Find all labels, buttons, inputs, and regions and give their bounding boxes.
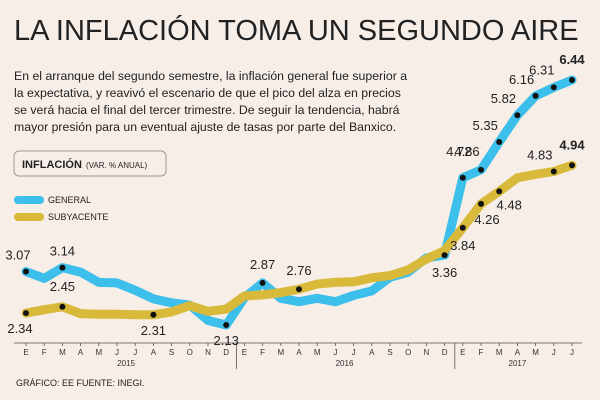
x-tick-label: J — [570, 348, 574, 357]
x-tick-label: S — [169, 348, 174, 357]
data-point — [23, 268, 29, 275]
legend-subtitle: (VAR. % ANUAL) — [86, 161, 148, 170]
x-tick-label: E — [23, 348, 28, 357]
data-label: 4.72 — [446, 144, 471, 159]
data-point — [223, 322, 230, 328]
data-label: 2.13 — [214, 333, 239, 348]
data-point — [550, 84, 557, 91]
x-tick-label: J — [333, 348, 337, 357]
legend-title: INFLACIÓN — [22, 158, 82, 171]
body-text: mayor presión para un eventual ajuste de… — [14, 120, 396, 134]
legend-label: GENERAL — [48, 195, 91, 205]
x-tick-label: J — [552, 348, 556, 357]
x-tick-label: F — [42, 348, 47, 357]
data-point — [59, 264, 66, 271]
x-tick-label: M — [314, 348, 321, 357]
data-point — [59, 303, 66, 310]
data-label: 4.83 — [527, 148, 552, 163]
x-tick-label: A — [369, 348, 375, 357]
body-text: se verá hacia el final del tercer trimes… — [14, 103, 400, 117]
x-tick-label: S — [387, 348, 392, 357]
source: GRÁFICO: EE FUENTE: INEGI. — [16, 378, 145, 388]
body-text: En el arranque del segundo semestre, la … — [14, 69, 407, 83]
body-text: la expectativa, y reavivó el escenario d… — [14, 86, 401, 100]
data-label: 3.07 — [5, 248, 30, 263]
x-tick-label: F — [479, 348, 484, 357]
x-tick-label: J — [352, 348, 356, 357]
data-label: 4.26 — [474, 212, 499, 227]
x-tick-label: D — [442, 348, 448, 357]
x-tick-label: A — [515, 348, 521, 357]
data-point — [478, 166, 484, 173]
data-label: 3.14 — [50, 244, 75, 259]
data-label: 6.31 — [529, 62, 554, 77]
data-point — [259, 279, 266, 286]
x-tick-label: D — [223, 348, 229, 357]
x-tick-label: J — [133, 348, 137, 357]
data-point — [569, 162, 575, 169]
data-point — [496, 188, 503, 195]
x-tick-label: M — [496, 348, 503, 357]
x-tick-label: E — [460, 348, 465, 357]
x-tick-label: N — [205, 348, 211, 357]
data-label: 2.76 — [286, 263, 311, 278]
data-label: 5.82 — [491, 91, 516, 106]
data-point — [550, 168, 557, 175]
legend-label: SUBYACENTE — [48, 212, 108, 222]
data-label: 5.35 — [473, 118, 498, 133]
data-point — [459, 224, 466, 231]
data-label: 3.36 — [432, 265, 457, 280]
chart-title: LA INFLACIÓN TOMA UN SEGUNDO AIRE — [14, 14, 579, 47]
x-tick-label: A — [151, 348, 157, 357]
data-label: 3.84 — [450, 238, 475, 253]
data-label: 2.87 — [250, 257, 275, 272]
x-tick-label: M — [532, 348, 539, 357]
x-tick-label: A — [296, 348, 302, 357]
x-tick-label: O — [405, 348, 411, 357]
data-point — [532, 92, 539, 99]
legend-box — [13, 150, 167, 177]
data-point — [441, 252, 448, 259]
year-label: 2015 — [117, 359, 135, 368]
data-point — [296, 286, 302, 293]
data-point — [23, 310, 29, 317]
x-tick-label: O — [187, 348, 193, 357]
data-point — [514, 112, 521, 119]
data-label: 2.45 — [50, 279, 75, 294]
x-tick-label: A — [78, 348, 84, 357]
x-tick-label: M — [59, 348, 66, 357]
data-point — [150, 311, 157, 318]
x-tick-label: N — [424, 348, 430, 357]
x-tick-label: M — [277, 348, 284, 357]
x-tick-label: M — [95, 348, 102, 357]
data-label: 2.31 — [141, 323, 166, 338]
data-label: 4.48 — [497, 197, 522, 212]
data-point — [569, 77, 575, 83]
data-point — [478, 200, 484, 207]
year-label: 2017 — [509, 359, 527, 368]
x-tick-label: E — [242, 348, 247, 357]
data-point — [496, 138, 503, 145]
data-point — [459, 174, 466, 181]
x-tick-label: F — [260, 348, 265, 357]
data-label: 4.94 — [559, 137, 585, 152]
data-label: 6.44 — [559, 52, 585, 67]
data-label: 4.86 — [454, 144, 479, 159]
x-tick-label: J — [115, 348, 119, 357]
data-label: 2.34 — [7, 321, 32, 336]
year-label: 2016 — [336, 359, 354, 368]
data-label: 6.16 — [509, 72, 534, 87]
